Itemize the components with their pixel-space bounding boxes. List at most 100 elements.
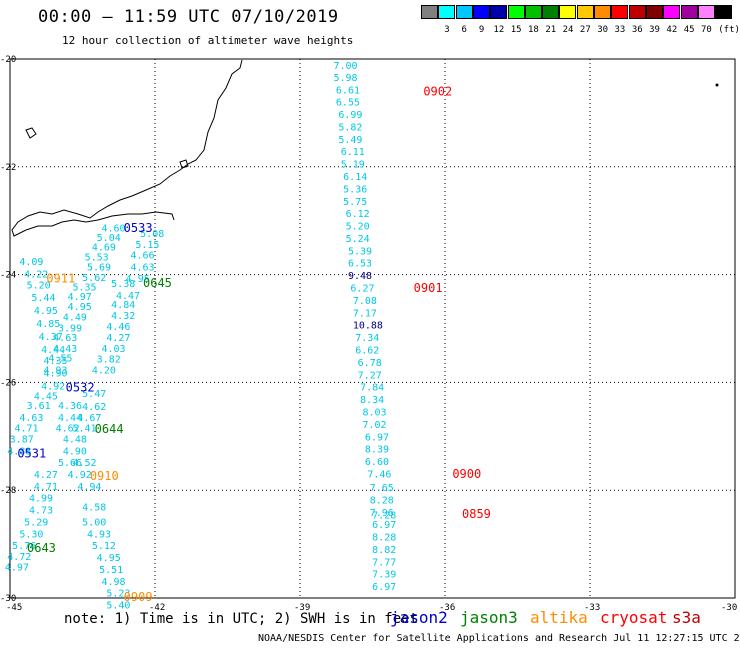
scale-tick-label: 42 [666, 25, 678, 35]
lon-tick-label: -42 [149, 603, 165, 613]
swh-value: 5.29 [24, 517, 48, 528]
swh-value: 6.55 [336, 98, 360, 109]
swh-value: 5.53 [85, 252, 109, 263]
swh-value: 5.36 [343, 184, 367, 195]
swh-value: 4.49 [63, 313, 87, 324]
swh-value: 4.52 [73, 458, 97, 469]
swh-value: 5.12 [92, 541, 116, 552]
legend-jason3: jason3 [460, 608, 518, 627]
lon-tick-label: -36 [439, 603, 455, 613]
swh-value: 4.63 [131, 263, 155, 274]
pass-label-altika: 0910 [90, 469, 119, 483]
swh-value: 3.61 [27, 401, 51, 412]
lon-tick-label: -33 [584, 603, 600, 613]
scale-swatch [490, 5, 508, 19]
lon-tick-label: -45 [6, 603, 22, 613]
swh-value: 7.00 [334, 61, 358, 72]
swh-value: 4.46 [106, 322, 130, 333]
pass-label-jason3: 0643 [27, 541, 56, 555]
scale-tick-label: 18 [528, 25, 539, 35]
swh-value: 4.93 [44, 365, 68, 376]
swh-value: 6.61 [336, 86, 360, 97]
scale-swatch [421, 5, 438, 19]
swh-value: 4.58 [82, 502, 106, 513]
lat-tick-label: -20 [0, 55, 16, 65]
swh-value: 5.00 [82, 517, 106, 528]
swh-value: 4.36 [58, 401, 82, 412]
swh-value: 6.78 [358, 358, 382, 369]
pass-label-jason3: 0645 [143, 276, 172, 290]
swh-value: 5.08 [140, 229, 164, 240]
swh-value: 5.24 [346, 234, 370, 245]
swh-value: 4.71 [34, 482, 58, 493]
swh-value: 4.88 [7, 446, 31, 457]
swh-value: 3.87 [10, 434, 34, 445]
swh-value: 7.17 [353, 308, 377, 319]
swh-value: 5.38 [111, 279, 135, 290]
swh-value: 4.92 [68, 470, 92, 481]
swh-value: 4.85 [36, 319, 60, 330]
swh-value: 7.28 [372, 510, 396, 521]
swh-value: 4.55 [48, 354, 72, 365]
swh-value: 4.92 [41, 382, 65, 393]
swh-value: 4.48 [63, 434, 87, 445]
swh-value: 4.73 [29, 506, 53, 517]
lon-tick-label: -30 [721, 603, 737, 613]
swh-value: 5.69 [87, 263, 111, 274]
swh-value: 4.09 [19, 257, 43, 268]
scale-swatch [663, 5, 681, 19]
swh-value: 7.77 [372, 557, 396, 568]
swh-value: 5.20 [27, 280, 51, 291]
swh-value: 5.47 [82, 389, 106, 400]
footer-note: note: 1) Time is in UTC; 2) SWH is in fe… [64, 611, 419, 627]
swh-value: 5.76 [12, 541, 36, 552]
swh-value: 8.28 [370, 495, 394, 506]
swh-value: 5.30 [19, 529, 43, 540]
swh-value: 4.62 [56, 424, 80, 435]
coastline [11, 59, 243, 237]
swh-value: 4.62 [82, 402, 106, 413]
swh-value: 10.88 [353, 321, 383, 332]
swh-value: 4.84 [111, 300, 135, 311]
swh-value: 4.63 [19, 413, 43, 424]
swh-value: 3.82 [97, 355, 121, 366]
swh-value: 4.72 [7, 552, 31, 563]
swh-value: 5.66 [58, 458, 82, 469]
legend-jason2: jason2 [390, 608, 448, 627]
scale-swatch [645, 5, 663, 19]
swh-value: 4.69 [92, 243, 116, 254]
scale-swatch [576, 5, 594, 19]
scale-swatch [680, 5, 698, 19]
scale-swatch [542, 5, 560, 19]
scale-swatch [611, 5, 629, 19]
scale-swatch [524, 5, 542, 19]
scale-tick-label: 24 [562, 25, 574, 35]
scale-tick-label: 36 [631, 25, 643, 35]
pass-label-cryosat: 0901 [414, 281, 443, 295]
scale-tick-label: 70 [701, 25, 712, 35]
scale-swatch [715, 5, 733, 19]
swh-value: 8.82 [372, 545, 396, 556]
swh-value: 4.20 [92, 365, 116, 376]
island [715, 83, 719, 87]
swh-value: 4.44 [41, 345, 65, 356]
swh-value: 4.22 [24, 270, 48, 281]
swh-value: 4.67 [77, 413, 101, 424]
swh-value: 6.97 [365, 432, 389, 443]
swh-value: 4.43 [53, 344, 77, 355]
swh-value: 5.04 [97, 233, 121, 244]
swh-value: 7.39 [372, 570, 396, 581]
swh-value: 8.03 [363, 408, 387, 419]
swh-value: 5.41 [73, 424, 97, 435]
swh-value: 7.34 [355, 333, 379, 344]
swh-value: 4.99 [29, 494, 53, 505]
scale-unit-label: (ft) [718, 25, 740, 35]
swh-value: 6.14 [343, 172, 367, 183]
swh-value: 4.03 [102, 344, 126, 355]
pass-label-jason2: 0533 [124, 221, 153, 235]
swh-value: 7.65 [370, 483, 394, 494]
swh-value: 4.90 [63, 446, 87, 457]
scale-tick-label: 15 [510, 25, 522, 35]
swh-value: 7.84 [360, 383, 384, 394]
scale-swatch [507, 5, 525, 19]
